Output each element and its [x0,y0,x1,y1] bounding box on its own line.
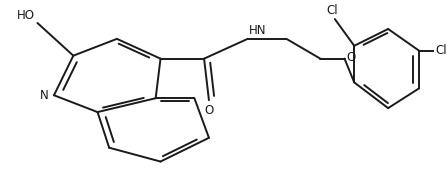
Text: Cl: Cl [327,4,338,17]
Text: HN: HN [249,24,266,37]
Text: O: O [347,51,356,64]
Text: Cl: Cl [435,44,447,57]
Text: N: N [40,89,48,102]
Text: HO: HO [17,9,35,22]
Text: O: O [204,104,214,117]
